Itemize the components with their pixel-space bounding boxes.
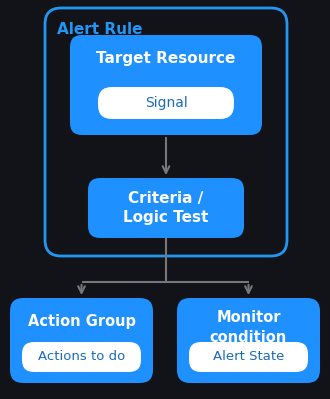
FancyBboxPatch shape (10, 298, 153, 383)
Text: Target Resource: Target Resource (96, 51, 236, 66)
FancyBboxPatch shape (22, 342, 141, 372)
Text: Alert State: Alert State (213, 350, 284, 363)
Text: Criteria /
Logic Test: Criteria / Logic Test (123, 191, 209, 225)
Text: Alert Rule: Alert Rule (57, 22, 143, 37)
FancyBboxPatch shape (98, 87, 234, 119)
Text: Action Group: Action Group (27, 314, 136, 329)
FancyBboxPatch shape (189, 342, 308, 372)
FancyBboxPatch shape (88, 178, 244, 238)
Text: Actions to do: Actions to do (38, 350, 125, 363)
Text: Monitor
condition: Monitor condition (210, 310, 287, 345)
FancyBboxPatch shape (177, 298, 320, 383)
FancyBboxPatch shape (70, 35, 262, 135)
Text: Signal: Signal (145, 96, 187, 110)
